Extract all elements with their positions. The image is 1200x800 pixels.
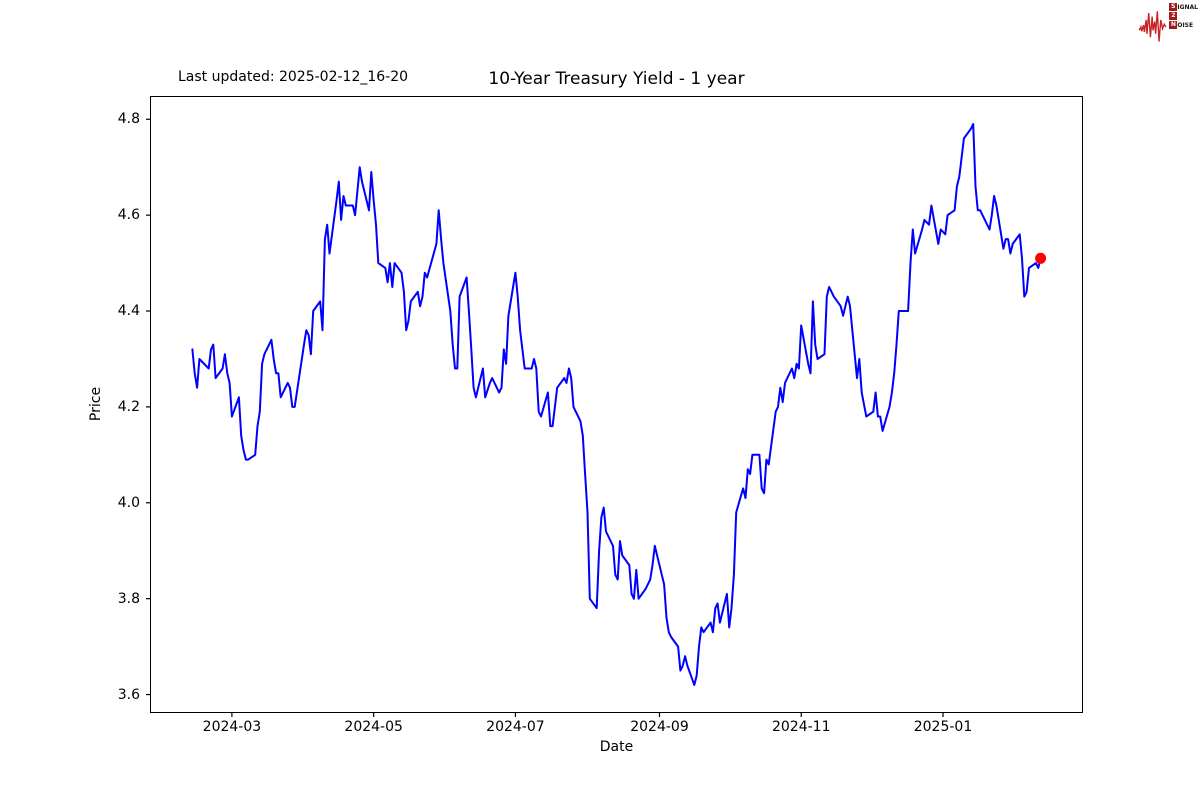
x-tick-label: 2025-01 [913, 719, 973, 735]
logo-text: S IGNAL 2 N OISE [1169, 3, 1198, 29]
signal2noise-logo: S IGNAL 2 N OISE [1138, 3, 1198, 45]
y-tick-label: 3.6 [117, 686, 140, 703]
plot-area [150, 96, 1083, 713]
x-tick-label: 2024-11 [771, 719, 831, 735]
x-axis-label: Date [599, 739, 634, 755]
y-tick-label: 4.6 [117, 207, 140, 224]
waveform-icon [1138, 11, 1167, 42]
y-tick-label: 4.0 [117, 494, 140, 511]
y-tick-label: 4.4 [117, 303, 140, 319]
logo-row-signal: S IGNAL [1169, 3, 1198, 11]
y-tick-label: 3.8 [117, 590, 140, 607]
x-tick-label: 2024-05 [344, 719, 403, 735]
logo-signal-rest: IGNAL [1177, 3, 1198, 11]
x-tick-label: 2024-07 [486, 719, 545, 735]
x-tick-label: 2024-09 [630, 719, 689, 735]
chart-title: 10-Year Treasury Yield - 1 year [488, 69, 745, 89]
logo-row-noise: N OISE [1169, 21, 1198, 29]
logo-letter-2: 2 [1169, 12, 1178, 20]
y-tick-label: 4.2 [117, 398, 140, 415]
y-axis-label: Price [88, 386, 104, 422]
last-updated-text: Last updated: 2025-02-12_16-20 [178, 69, 409, 85]
logo-letter-s: S [1169, 3, 1178, 11]
y-tick-label: 4.8 [117, 111, 140, 128]
logo-row-2: 2 [1169, 12, 1198, 20]
x-tick-label: 2024-03 [202, 719, 262, 735]
logo-letter-n: N [1169, 21, 1178, 29]
logo-noise-rest: OISE [1177, 21, 1194, 29]
